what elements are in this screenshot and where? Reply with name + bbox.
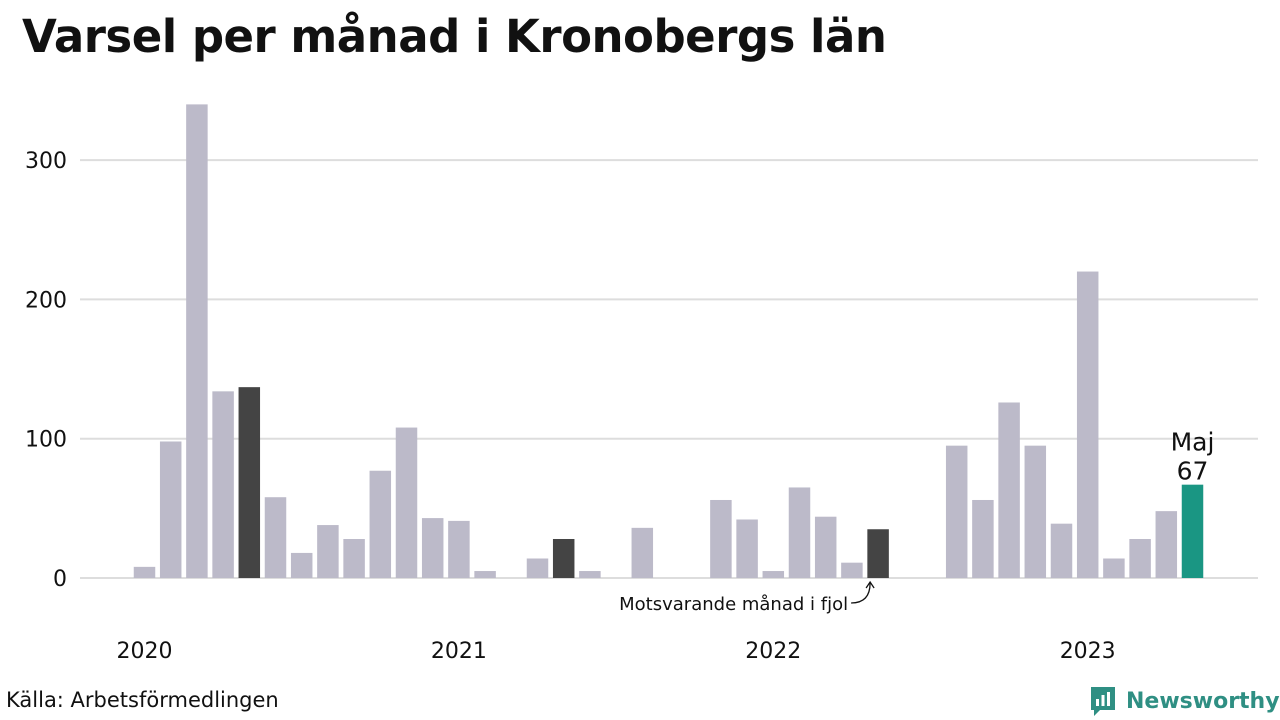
bar-2023-05 [1181, 484, 1204, 578]
bar-2023-01 [1076, 271, 1099, 578]
bar-2021-02 [474, 571, 496, 578]
bar-2021-12 [736, 519, 758, 578]
bar-2020-08 [317, 525, 339, 578]
bar-2022-03 [814, 516, 837, 578]
bar-2022-05 [867, 529, 889, 578]
previous-year-arrowhead [865, 580, 875, 589]
bar-2020-05 [238, 387, 261, 578]
bar-2023-03 [1129, 538, 1151, 578]
x-tick-label: 2020 [117, 639, 173, 664]
bar-2023-02 [1103, 558, 1125, 578]
bar-2022-09 [972, 499, 994, 578]
newsworthy-logo-icon [1091, 687, 1115, 716]
bar-2021-08 [631, 527, 654, 578]
annotations: Maj 67 Motsvarande månad i fjol [619, 428, 1214, 615]
x-tick-label: 2023 [1060, 639, 1116, 664]
bars [133, 104, 1204, 578]
bar-2023-04 [1155, 511, 1178, 578]
bar-2020-07 [290, 552, 313, 578]
bar-2020-11 [395, 427, 418, 578]
x-tick-label: 2021 [431, 639, 487, 664]
bar-2020-06 [264, 497, 287, 578]
bar-2021-04 [526, 558, 549, 578]
bar-2021-06 [579, 571, 601, 578]
bar-2022-11 [1024, 445, 1047, 578]
source-note: Källa: Arbetsförmedlingen [6, 688, 279, 712]
y-axis-labels: 0 100 200 300 [25, 149, 67, 592]
y-tick-label: 0 [53, 567, 67, 592]
bar-2020-02 [159, 441, 182, 578]
bar-2022-01 [762, 571, 785, 578]
y-tick-label: 300 [25, 149, 67, 174]
bar-2020-03 [186, 104, 208, 578]
bar-2020-09 [343, 538, 365, 578]
brand-logo[interactable]: Newsworthy [1088, 684, 1280, 718]
bar-2020-12 [421, 518, 444, 578]
previous-year-note: Motsvarande månad i fjol [619, 594, 848, 615]
y-tick-label: 200 [25, 288, 67, 313]
bar-2021-01 [448, 520, 470, 578]
bar-2022-12 [1050, 523, 1073, 578]
bar-2020-04 [212, 391, 234, 578]
x-tick-label: 2022 [745, 639, 801, 664]
bar-2022-08 [945, 445, 968, 578]
previous-year-arrow [851, 582, 871, 604]
y-tick-label: 100 [25, 428, 67, 453]
x-axis-labels: 2020 2021 2022 2023 [117, 639, 1116, 664]
bar-chart: 0 100 200 300 2020 2021 2022 2023 Maj 67 Motsv… [25, 104, 1258, 664]
bar-2020-01 [133, 566, 156, 578]
bar-2021-05 [552, 538, 575, 578]
bar-2022-02 [788, 487, 811, 578]
brand-name: Newsworthy [1126, 688, 1280, 714]
chart-title: Varsel per månad i Kronobergs län [22, 10, 887, 63]
current-month-label: Maj [1171, 428, 1215, 457]
current-value-label: 67 [1177, 457, 1209, 486]
bar-2020-10 [369, 470, 392, 578]
bar-2022-04 [841, 562, 863, 578]
bar-2022-10 [998, 402, 1020, 578]
bar-2021-11 [710, 499, 732, 578]
